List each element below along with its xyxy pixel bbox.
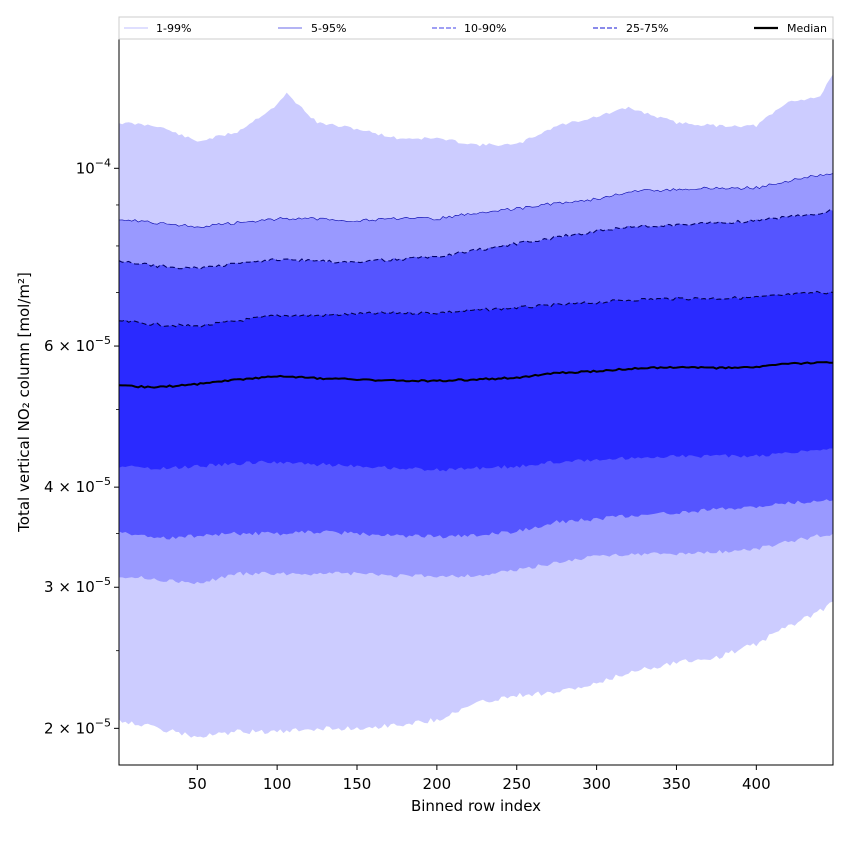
y-tick-label: 3 × 10−5 (44, 575, 111, 596)
x-tick-label: 350 (662, 775, 691, 793)
median-line (118, 361, 834, 389)
percentile-bands (119, 74, 833, 738)
x-axis-label: Binned row index (411, 797, 541, 815)
y-tick-label: 10−4 (76, 156, 111, 177)
y-axis-label: Total vertical NO₂ column [mol/m²] (15, 272, 33, 533)
legend-box (118, 16, 834, 40)
x-tick-label: 100 (263, 775, 292, 793)
x-tick-label: 50 (188, 775, 207, 793)
band-outlines (118, 173, 834, 389)
legend-label-25-75-: 25-75% (626, 22, 668, 35)
y-tick-label: 4 × 10−5 (44, 475, 111, 496)
legend-label-10-90-: 10-90% (464, 22, 506, 35)
band-upper-line-25-75- (118, 290, 834, 328)
x-tick-label: 250 (502, 775, 531, 793)
x-tick-label: 200 (423, 775, 452, 793)
legend: 1-99% 5-95% 10-90% 25-75% Median (118, 16, 834, 40)
x-axis-ticks: 50 100 150 200 250 300 350 400 (188, 765, 771, 793)
band-25-75- (119, 291, 833, 472)
legend-label-1-99-: 1-99% (156, 22, 191, 35)
x-tick-label: 400 (742, 775, 771, 793)
y-tick-label: 6 × 10−5 (44, 334, 111, 355)
y-tick-label: 2 × 10−5 (44, 716, 111, 737)
legend-label-median: Median (787, 22, 827, 35)
band-upper-line-5-95- (118, 173, 834, 229)
band-upper-line-10-90- (118, 209, 834, 270)
legend-label-5-95-: 5-95% (311, 22, 346, 35)
x-tick-label: 300 (582, 775, 611, 793)
y-axis-ticks: 10−4 6 × 10−5 4 × 10−5 3 × 10−5 2 × 10−5 (44, 156, 119, 737)
x-tick-label: 150 (343, 775, 372, 793)
